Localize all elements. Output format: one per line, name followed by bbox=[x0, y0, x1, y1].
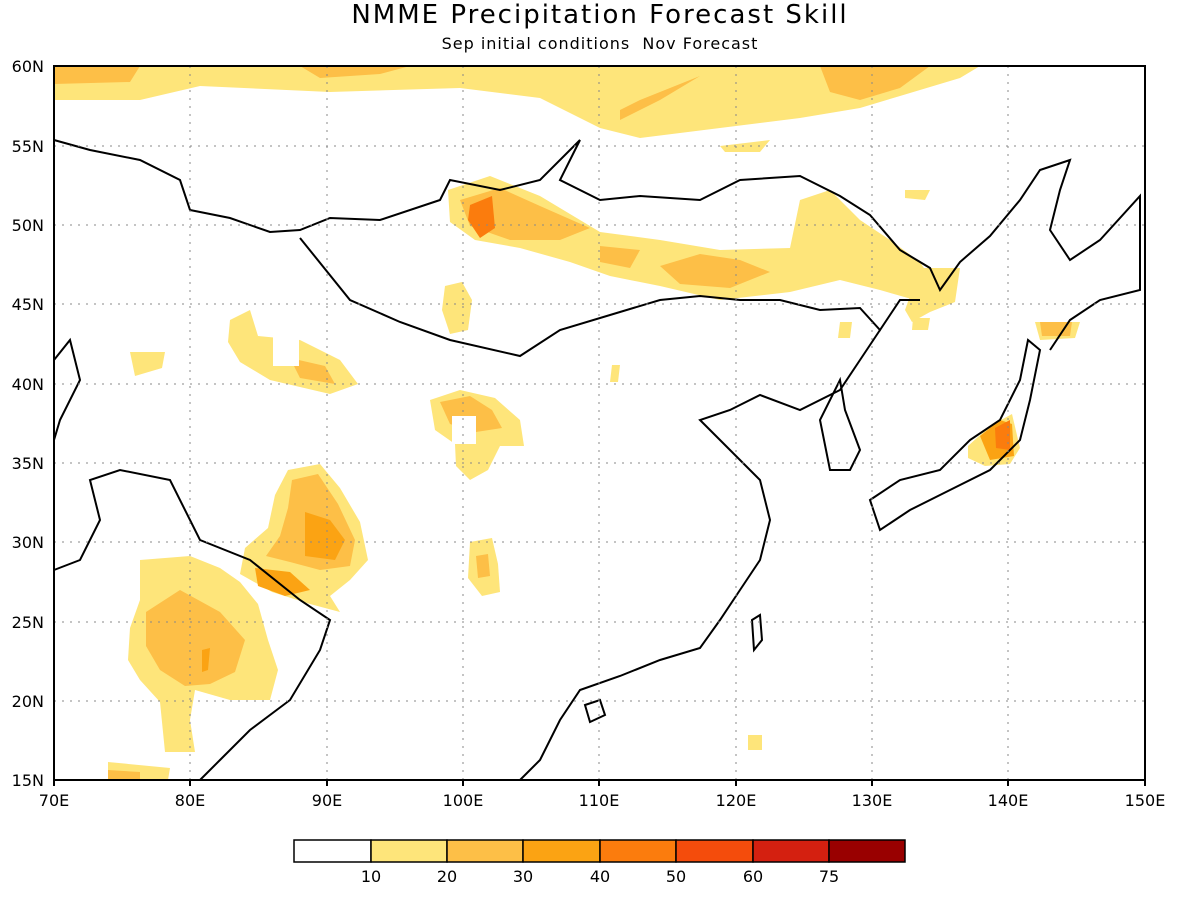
skill-area-mongolia bbox=[600, 246, 640, 268]
coastlines bbox=[53, 139, 1141, 781]
coastline-sea bbox=[53, 337, 82, 441]
skill-area-mongolia bbox=[448, 176, 935, 300]
legend-swatch bbox=[446, 839, 524, 863]
skill-area-india bbox=[202, 648, 210, 672]
gridlines bbox=[54, 66, 1145, 780]
lon-tick-label: 150E bbox=[1125, 791, 1166, 810]
legend-swatch bbox=[599, 839, 677, 863]
skill-area-mongolia bbox=[468, 196, 495, 238]
skill-area-north bbox=[720, 140, 770, 152]
skill-area-patch bbox=[912, 318, 930, 330]
lon-tick-label: 120E bbox=[716, 791, 757, 810]
coastline-korea bbox=[818, 376, 862, 471]
skill-area-japan bbox=[995, 420, 1010, 450]
coastline-taiwan bbox=[750, 613, 764, 653]
legend-swatch bbox=[752, 839, 830, 863]
lat-tick-label: 55N bbox=[12, 137, 44, 156]
skill-area-patch bbox=[610, 365, 620, 382]
coastline-india bbox=[53, 468, 332, 781]
skill-area-sichuan bbox=[476, 554, 490, 578]
lon-tick-label: 90E bbox=[312, 791, 342, 810]
skill-area-patch bbox=[748, 735, 762, 750]
lon-tick-label: 70E bbox=[39, 791, 69, 810]
coastline-east-china bbox=[519, 329, 881, 781]
legend-swatch bbox=[370, 839, 448, 863]
lat-tick-label: 30N bbox=[12, 533, 44, 552]
coastline-japan bbox=[868, 338, 1042, 532]
lat-tick-label: 50N bbox=[12, 216, 44, 235]
lon-tick-label: 140E bbox=[988, 791, 1029, 810]
skill-area-india bbox=[146, 590, 245, 686]
lon-tick-label: 130E bbox=[852, 791, 893, 810]
lat-tick-label: 20N bbox=[12, 692, 44, 711]
legend-label: 75 bbox=[819, 867, 839, 886]
skill-area-north bbox=[820, 66, 930, 100]
skill-area-patch bbox=[838, 322, 852, 338]
legend-label: 20 bbox=[437, 867, 457, 886]
lon-axis bbox=[53, 780, 1146, 786]
skill-area-patch bbox=[1040, 322, 1072, 336]
skill-area-patch bbox=[130, 352, 165, 376]
skill-area-north bbox=[620, 76, 700, 120]
legend-label: 40 bbox=[590, 867, 610, 886]
legend-label: 50 bbox=[666, 867, 686, 886]
skill-shading bbox=[54, 66, 1080, 780]
legend-swatch bbox=[293, 839, 372, 863]
skill-area-north bbox=[54, 66, 140, 84]
lat-tick-label: 60N bbox=[12, 57, 44, 76]
lon-tick-label: 80E bbox=[175, 791, 205, 810]
coastline-north bbox=[53, 139, 1141, 351]
skill-area-mongolia bbox=[660, 254, 770, 288]
skill-area-north bbox=[54, 66, 980, 138]
masked-box bbox=[273, 337, 299, 366]
legend-label: 10 bbox=[361, 867, 381, 886]
lat-labels: 15N 20N 25N 30N 35N 40N 45N 50N 55N 60N bbox=[12, 57, 44, 790]
masked-box bbox=[452, 416, 476, 444]
coastline-hainan bbox=[583, 698, 607, 724]
legend-swatch bbox=[522, 839, 601, 863]
lon-tick-label: 100E bbox=[443, 791, 484, 810]
border-mongolia bbox=[299, 237, 920, 358]
skill-area-tibet bbox=[305, 512, 345, 560]
color-legend: 10 20 30 40 50 60 75 bbox=[293, 839, 906, 886]
legend-label: 60 bbox=[743, 867, 763, 886]
skill-area-tarim bbox=[290, 358, 335, 384]
lat-tick-label: 25N bbox=[12, 613, 44, 632]
map-title: NMME Precipitation Forecast Skill bbox=[351, 0, 849, 30]
lat-tick-label: 15N bbox=[12, 771, 44, 790]
skill-area-patch bbox=[442, 282, 472, 334]
lat-tick-label: 40N bbox=[12, 375, 44, 394]
skill-area-mongolia bbox=[905, 190, 930, 200]
lat-tick-label: 35N bbox=[12, 454, 44, 473]
legend-swatch bbox=[828, 839, 906, 863]
legend-label: 30 bbox=[513, 867, 533, 886]
lat-tick-label: 45N bbox=[12, 295, 44, 314]
map-subtitle: Sep initial conditions Nov Forecast bbox=[441, 34, 759, 53]
lon-tick-label: 110E bbox=[579, 791, 620, 810]
skill-area-india bbox=[108, 770, 140, 780]
legend-swatch bbox=[675, 839, 754, 863]
lon-labels: 70E 80E 90E 100E 110E 120E 130E 140E 150… bbox=[39, 791, 1166, 810]
